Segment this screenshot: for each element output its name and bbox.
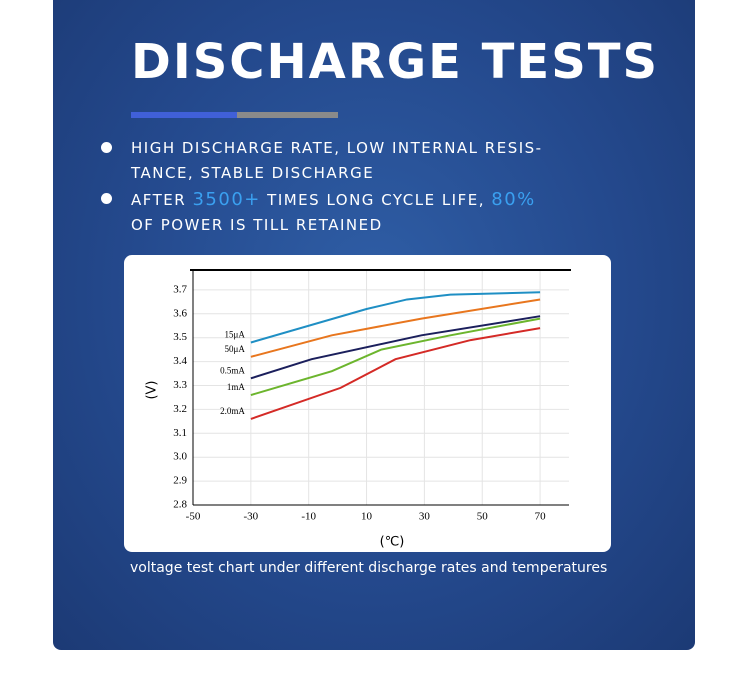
y-tick-label: 2.9 bbox=[173, 475, 187, 487]
chart-card: 2.8 2.9 3.0 3.1 3.2 3.3 3.4 3.5 3.6 3.7 -50 -30 -10 1… bbox=[124, 255, 611, 552]
series-label: 0.5mA bbox=[220, 365, 245, 375]
series-label: 2.0mA bbox=[220, 406, 245, 416]
y-tick-label: 3.7 bbox=[173, 283, 187, 295]
bullet: HIGH DISCHARGE RATE, LOW INTERNAL RESIS-… bbox=[131, 136, 543, 186]
series-line bbox=[250, 298, 541, 358]
series-line bbox=[250, 317, 541, 397]
bullet: AFTER 3500+ TIMES LONG CYCLE LIFE, 80% O… bbox=[131, 187, 536, 238]
chart: 2.8 2.9 3.0 3.1 3.2 3.3 3.4 3.5 3.6 3.7 -50 -30 -10 1… bbox=[145, 269, 571, 550]
accent-bar bbox=[237, 112, 338, 118]
highlight: 3500+ bbox=[192, 189, 261, 210]
text: TIMES LONG CYCLE LIFE, bbox=[267, 191, 485, 209]
y-axis-label: (V) bbox=[145, 380, 160, 399]
x-tick-label: 50 bbox=[477, 511, 489, 523]
y-tick-label: 2.8 bbox=[173, 499, 187, 511]
y-tick-label: 3.6 bbox=[173, 307, 187, 319]
y-tick-label: 3.3 bbox=[173, 379, 187, 391]
text: AFTER bbox=[131, 191, 187, 209]
x-tick-label: 10 bbox=[361, 511, 373, 523]
highlight: 80% bbox=[491, 189, 536, 210]
accent-bar bbox=[131, 112, 237, 118]
series-line bbox=[250, 291, 541, 344]
bullet-line: HIGH DISCHARGE RATE, LOW INTERNAL RESIS- bbox=[131, 139, 543, 157]
series-label: 15μA bbox=[225, 330, 246, 340]
y-tick-label: 3.1 bbox=[173, 427, 187, 439]
x-tick-label: -10 bbox=[301, 511, 316, 523]
y-tick-label: 3.4 bbox=[173, 355, 187, 367]
series-line bbox=[250, 327, 541, 420]
bullet-line: TANCE, STABLE DISCHARGE bbox=[131, 164, 375, 182]
y-tick-label: 3.5 bbox=[173, 331, 187, 343]
caption: voltage test chart under different disch… bbox=[130, 560, 608, 576]
bullet-dot bbox=[101, 193, 112, 204]
x-tick-label: -50 bbox=[186, 511, 201, 523]
title: DISCHARGE TESTS bbox=[131, 34, 660, 90]
x-tick-label: 70 bbox=[535, 511, 547, 523]
x-tick-label: -30 bbox=[244, 511, 259, 523]
bullet-line: AFTER 3500+ TIMES LONG CYCLE LIFE, 80% bbox=[131, 187, 536, 213]
series-label: 50μA bbox=[225, 344, 246, 354]
bullet-dot bbox=[101, 142, 112, 153]
x-tick-label: 30 bbox=[419, 511, 431, 523]
series-label: 1mA bbox=[227, 382, 246, 392]
bullet-line: OF POWER IS TILL RETAINED bbox=[131, 216, 383, 234]
x-axis-label: (℃) bbox=[380, 535, 405, 550]
y-tick-label: 3.0 bbox=[173, 451, 187, 463]
y-tick-label: 3.2 bbox=[173, 403, 187, 415]
series-line bbox=[250, 315, 541, 380]
